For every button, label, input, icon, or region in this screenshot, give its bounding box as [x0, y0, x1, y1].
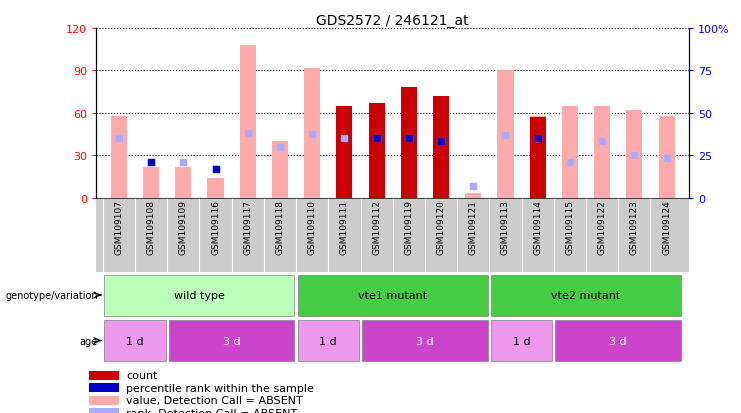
Text: GSM109114: GSM109114: [534, 200, 542, 254]
Bar: [143, 167, 159, 198]
Bar: [239, 46, 256, 198]
Text: vte2 mutant: vte2 mutant: [551, 290, 621, 300]
Text: GSM109108: GSM109108: [147, 200, 156, 254]
Bar: [491, 320, 552, 361]
Text: 1 d: 1 d: [319, 336, 337, 346]
Text: 3 d: 3 d: [609, 336, 627, 346]
Text: 1 d: 1 d: [126, 336, 144, 346]
Bar: [401, 88, 417, 198]
Bar: [272, 142, 288, 198]
Bar: [433, 97, 449, 198]
Text: GSM109107: GSM109107: [114, 200, 124, 254]
Text: GSM109109: GSM109109: [179, 200, 187, 254]
Bar: [594, 107, 610, 198]
Bar: [298, 275, 488, 316]
Bar: [362, 320, 488, 361]
Bar: [530, 118, 546, 198]
Bar: [304, 69, 320, 198]
Bar: [626, 111, 642, 198]
Bar: [336, 107, 353, 198]
Bar: [530, 116, 546, 198]
Bar: [465, 194, 482, 198]
Bar: [111, 116, 127, 198]
Text: count: count: [126, 370, 158, 380]
Bar: [104, 275, 294, 316]
Text: GSM109122: GSM109122: [598, 200, 607, 254]
Bar: [169, 320, 294, 361]
Text: GSM109119: GSM109119: [405, 200, 413, 254]
Text: GSM109123: GSM109123: [630, 200, 639, 254]
Text: GSM109121: GSM109121: [469, 200, 478, 254]
Text: percentile rank within the sample: percentile rank within the sample: [126, 383, 314, 393]
Bar: [298, 320, 359, 361]
Bar: [104, 320, 165, 361]
Text: 3 d: 3 d: [416, 336, 433, 346]
Bar: [556, 320, 681, 361]
Text: GSM109115: GSM109115: [565, 200, 574, 254]
Bar: [401, 88, 417, 198]
Text: GSM109112: GSM109112: [372, 200, 381, 254]
Text: value, Detection Call = ABSENT: value, Detection Call = ABSENT: [126, 395, 303, 405]
Bar: [89, 396, 119, 405]
Text: age: age: [80, 336, 98, 346]
Text: 1 d: 1 d: [513, 336, 531, 346]
Text: 3 d: 3 d: [223, 336, 241, 346]
Text: GSM109116: GSM109116: [211, 200, 220, 254]
Bar: [433, 97, 449, 198]
Bar: [497, 71, 514, 198]
Text: wild type: wild type: [174, 290, 225, 300]
Text: vte1 mutant: vte1 mutant: [358, 290, 428, 300]
Bar: [562, 107, 578, 198]
Text: GSM109111: GSM109111: [340, 200, 349, 254]
Text: genotype/variation: genotype/variation: [5, 290, 98, 300]
Text: GSM109124: GSM109124: [662, 200, 671, 254]
Bar: [491, 275, 681, 316]
Bar: [89, 408, 119, 413]
Text: GSM109118: GSM109118: [276, 200, 285, 254]
Text: GSM109117: GSM109117: [243, 200, 252, 254]
Bar: [368, 104, 385, 198]
Bar: [89, 371, 119, 380]
Bar: [368, 104, 385, 198]
Text: GSM109113: GSM109113: [501, 200, 510, 254]
Bar: [336, 107, 353, 198]
Bar: [207, 178, 224, 198]
Bar: [176, 167, 191, 198]
Bar: [89, 383, 119, 392]
Text: GSM109120: GSM109120: [436, 200, 445, 254]
Text: GSM109110: GSM109110: [308, 200, 316, 254]
Text: rank, Detection Call = ABSENT: rank, Detection Call = ABSENT: [126, 408, 297, 413]
Title: GDS2572 / 246121_at: GDS2572 / 246121_at: [316, 14, 469, 28]
Bar: [659, 116, 674, 198]
